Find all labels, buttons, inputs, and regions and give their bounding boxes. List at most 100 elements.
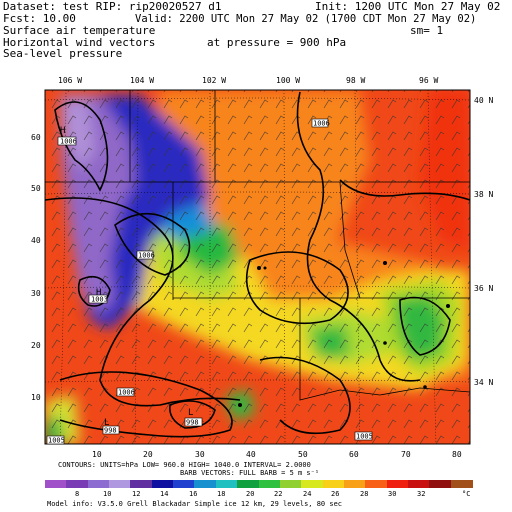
colorbar-label: 12: [132, 490, 141, 498]
lon-label: 96 W: [419, 76, 439, 85]
colorbar-swatch: [87, 480, 110, 488]
colorbar-swatch: [173, 480, 196, 488]
grid-tick-x: 40: [246, 450, 256, 459]
pressure-contours: [45, 91, 470, 438]
grid-tick-x: 70: [401, 450, 411, 459]
valid-line: Valid: 2200 UTC Mon 27 May 02 (1700 CDT …: [135, 13, 477, 25]
pressure-box-text: 1003: [91, 296, 108, 304]
colorbar-swatch: [258, 480, 281, 488]
low-marker: L: [104, 418, 109, 428]
colorbar-swatch: [45, 480, 67, 488]
pressure-box: [46, 435, 65, 445]
lat-label: 34 N: [474, 378, 494, 387]
pressure-box-text: 998: [186, 419, 199, 427]
pressure-box: [136, 250, 154, 260]
colorbar-swatch: [215, 480, 238, 488]
pressure-box-text: 1006: [138, 252, 155, 260]
contour-legend: CONTOURS: UNITS=hPa LOW= 960.0 HIGH= 104…: [58, 461, 311, 469]
grid-tick-y: 50: [31, 184, 41, 193]
colorbar-label: 26: [331, 490, 340, 498]
lon-label: 98 W: [346, 76, 366, 85]
colorbar-swatch: [407, 480, 430, 488]
grid-tick-x: 50: [298, 450, 308, 459]
pressure-box-text: 1006: [313, 120, 330, 128]
grid-tick-y: 10: [31, 393, 41, 402]
colorbar-swatch: [109, 480, 132, 488]
colorbar-label: 10: [103, 490, 112, 498]
grid-tick-y: 40: [31, 236, 41, 245]
colorbar-label: 32: [417, 490, 426, 498]
grid-tick-x: 80: [452, 450, 462, 459]
dataset-line: Dataset: test RIP: rip20020527 d1: [3, 0, 222, 13]
grid-tick-y: 60: [31, 133, 41, 142]
pressure-box-text: 998: [104, 427, 117, 435]
colorbar-label: 30: [388, 490, 397, 498]
lon-label: 104 W: [130, 76, 155, 85]
pressure-box: [57, 136, 77, 146]
grid-tick-x: 60: [349, 450, 359, 459]
forecast-line: Fcst: 10.00: [3, 12, 76, 25]
lat-lon-grid: [45, 90, 470, 444]
colorbar-swatch: [365, 480, 388, 488]
colorbar-swatch: [343, 480, 366, 488]
grid-tick-x: 30: [195, 450, 205, 459]
lon-label: 102 W: [202, 76, 227, 85]
colorbar-label: 28: [360, 490, 369, 498]
high-marker: H: [96, 288, 101, 298]
lat-label: 40 N: [474, 96, 494, 105]
pressure-box: [184, 417, 203, 427]
lon-label: 106 W: [58, 76, 83, 85]
pressure-box: [354, 431, 373, 441]
colorbar-label: 20: [246, 490, 255, 498]
colorbar-swatch: [450, 480, 473, 488]
pressure-box: [102, 425, 120, 435]
colorbar-label: 24: [303, 490, 312, 498]
colorbar-label: 14: [160, 490, 169, 498]
field-slp: Sea-level pressure: [3, 47, 123, 60]
pressure-box: [116, 387, 135, 397]
pressure-level-line: at pressure = 900 hPa: [207, 36, 347, 49]
smoothing-line: sm= 1: [410, 24, 444, 37]
colorbar-swatch: [151, 480, 174, 488]
colorbar-swatch: [429, 480, 452, 488]
lat-label: 36 N: [474, 284, 494, 293]
colorbar-swatch: [237, 480, 260, 488]
colorbar-swatch: [322, 480, 345, 488]
grid-tick-x: 20: [143, 450, 153, 459]
barb-legend: BARB VECTORS: FULL BARB = 5 m s⁻¹: [180, 469, 320, 477]
colorbar-label: 18: [217, 490, 226, 498]
colorbar-label: 8: [75, 490, 80, 498]
pressure-label-boxes: 1006 1006 1003 1006 1006 998 998 1005 10…: [46, 118, 373, 445]
colorbar-swatch: [130, 480, 153, 488]
field-wind-vectors: Horizontal wind vectors: [3, 36, 156, 49]
map-frame: [44, 89, 471, 445]
grid-tick-y: 20: [31, 341, 41, 350]
pressure-box-text: 1005: [48, 437, 65, 445]
lat-label: 38 N: [474, 190, 494, 199]
pressure-box: [311, 118, 329, 128]
colorbar-label: 16: [189, 490, 198, 498]
high-marker: H: [60, 126, 65, 136]
colorbar-swatch: [194, 480, 217, 488]
pressure-box-text: 1006: [60, 138, 77, 146]
colorbar-swatch: [301, 480, 324, 488]
state-boundaries: [45, 90, 470, 401]
pressure-box: [88, 294, 108, 304]
field-surface-temp: Surface air temperature: [3, 24, 156, 37]
colorbar-swatch: [66, 480, 89, 488]
colorbar-unit: °C: [462, 490, 471, 498]
low-marker: L: [188, 408, 193, 418]
init-line: Init: 1200 UTC Mon 27 May 02: [315, 0, 501, 13]
lon-label: 100 W: [276, 76, 301, 85]
colorbar-swatch: [279, 480, 302, 488]
model-info: Model info: V3.5.0 Grell Blackadar Simpl…: [47, 500, 343, 508]
high-low-markers: H H L L: [60, 126, 193, 428]
colorbar-swatch: [386, 480, 409, 488]
grid-tick-x: 10: [92, 450, 102, 459]
grid-tick-y: 30: [31, 289, 41, 298]
station-dots: [238, 261, 450, 407]
pressure-box-text: 1006: [118, 389, 135, 397]
colorbar-label: 22: [274, 490, 283, 498]
